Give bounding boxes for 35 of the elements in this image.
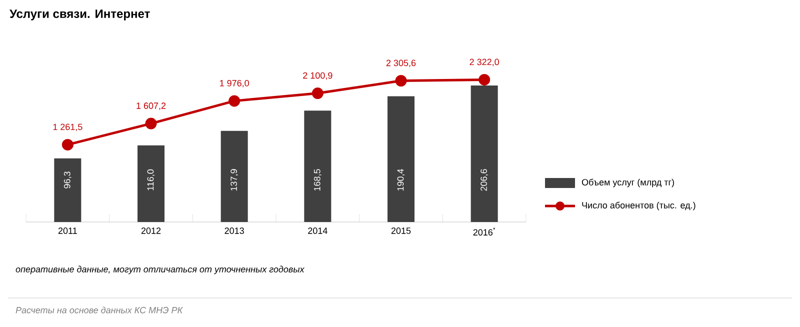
data-label: 2 100,9	[303, 72, 332, 80]
x-tick-label: 2012	[141, 228, 161, 234]
bar	[54, 158, 82, 222]
x-tick-label: 2013	[224, 228, 244, 234]
data-label: 190,4	[397, 169, 405, 191]
data-label: 1 261,5	[53, 124, 82, 132]
data-label: 2 305,6	[386, 60, 416, 68]
data-label: 2 322,0	[470, 58, 499, 66]
x-tick-label: 2014	[308, 228, 328, 234]
bar	[138, 145, 165, 222]
point	[145, 118, 157, 130]
data-label: 137,9	[230, 169, 238, 191]
point	[312, 88, 324, 100]
point	[62, 138, 74, 150]
data-label: 116,0	[147, 169, 155, 190]
data-label: 206,6	[480, 169, 488, 191]
bar	[470, 86, 498, 222]
text: Расчеты на основе данных КС МНЭ РК	[16, 306, 184, 314]
chart-title: Услуги связи. Интернет	[10, 10, 150, 20]
data-label: 96,3	[64, 172, 72, 188]
x-tick-label: 2016$^{*}$	[473, 228, 496, 236]
legend-label: Объем услуг (млрд тг)	[582, 178, 674, 188]
x-tick-label: 2015	[391, 228, 411, 234]
legend-label: Число абонентов (тыс. ед.)	[582, 202, 696, 210]
data-label: 1 607,2	[136, 102, 166, 110]
point	[228, 95, 240, 107]
bar	[304, 110, 332, 222]
bar	[388, 96, 414, 222]
point	[478, 74, 490, 86]
data-label: 1 976,0	[220, 80, 249, 88]
data-label: 168,5	[314, 169, 322, 191]
x-tick-label: 2011	[58, 228, 77, 234]
bar	[220, 130, 248, 222]
text: оперативные данные, могут отличаться от уточненных годовых	[16, 266, 305, 274]
point	[395, 75, 407, 86]
